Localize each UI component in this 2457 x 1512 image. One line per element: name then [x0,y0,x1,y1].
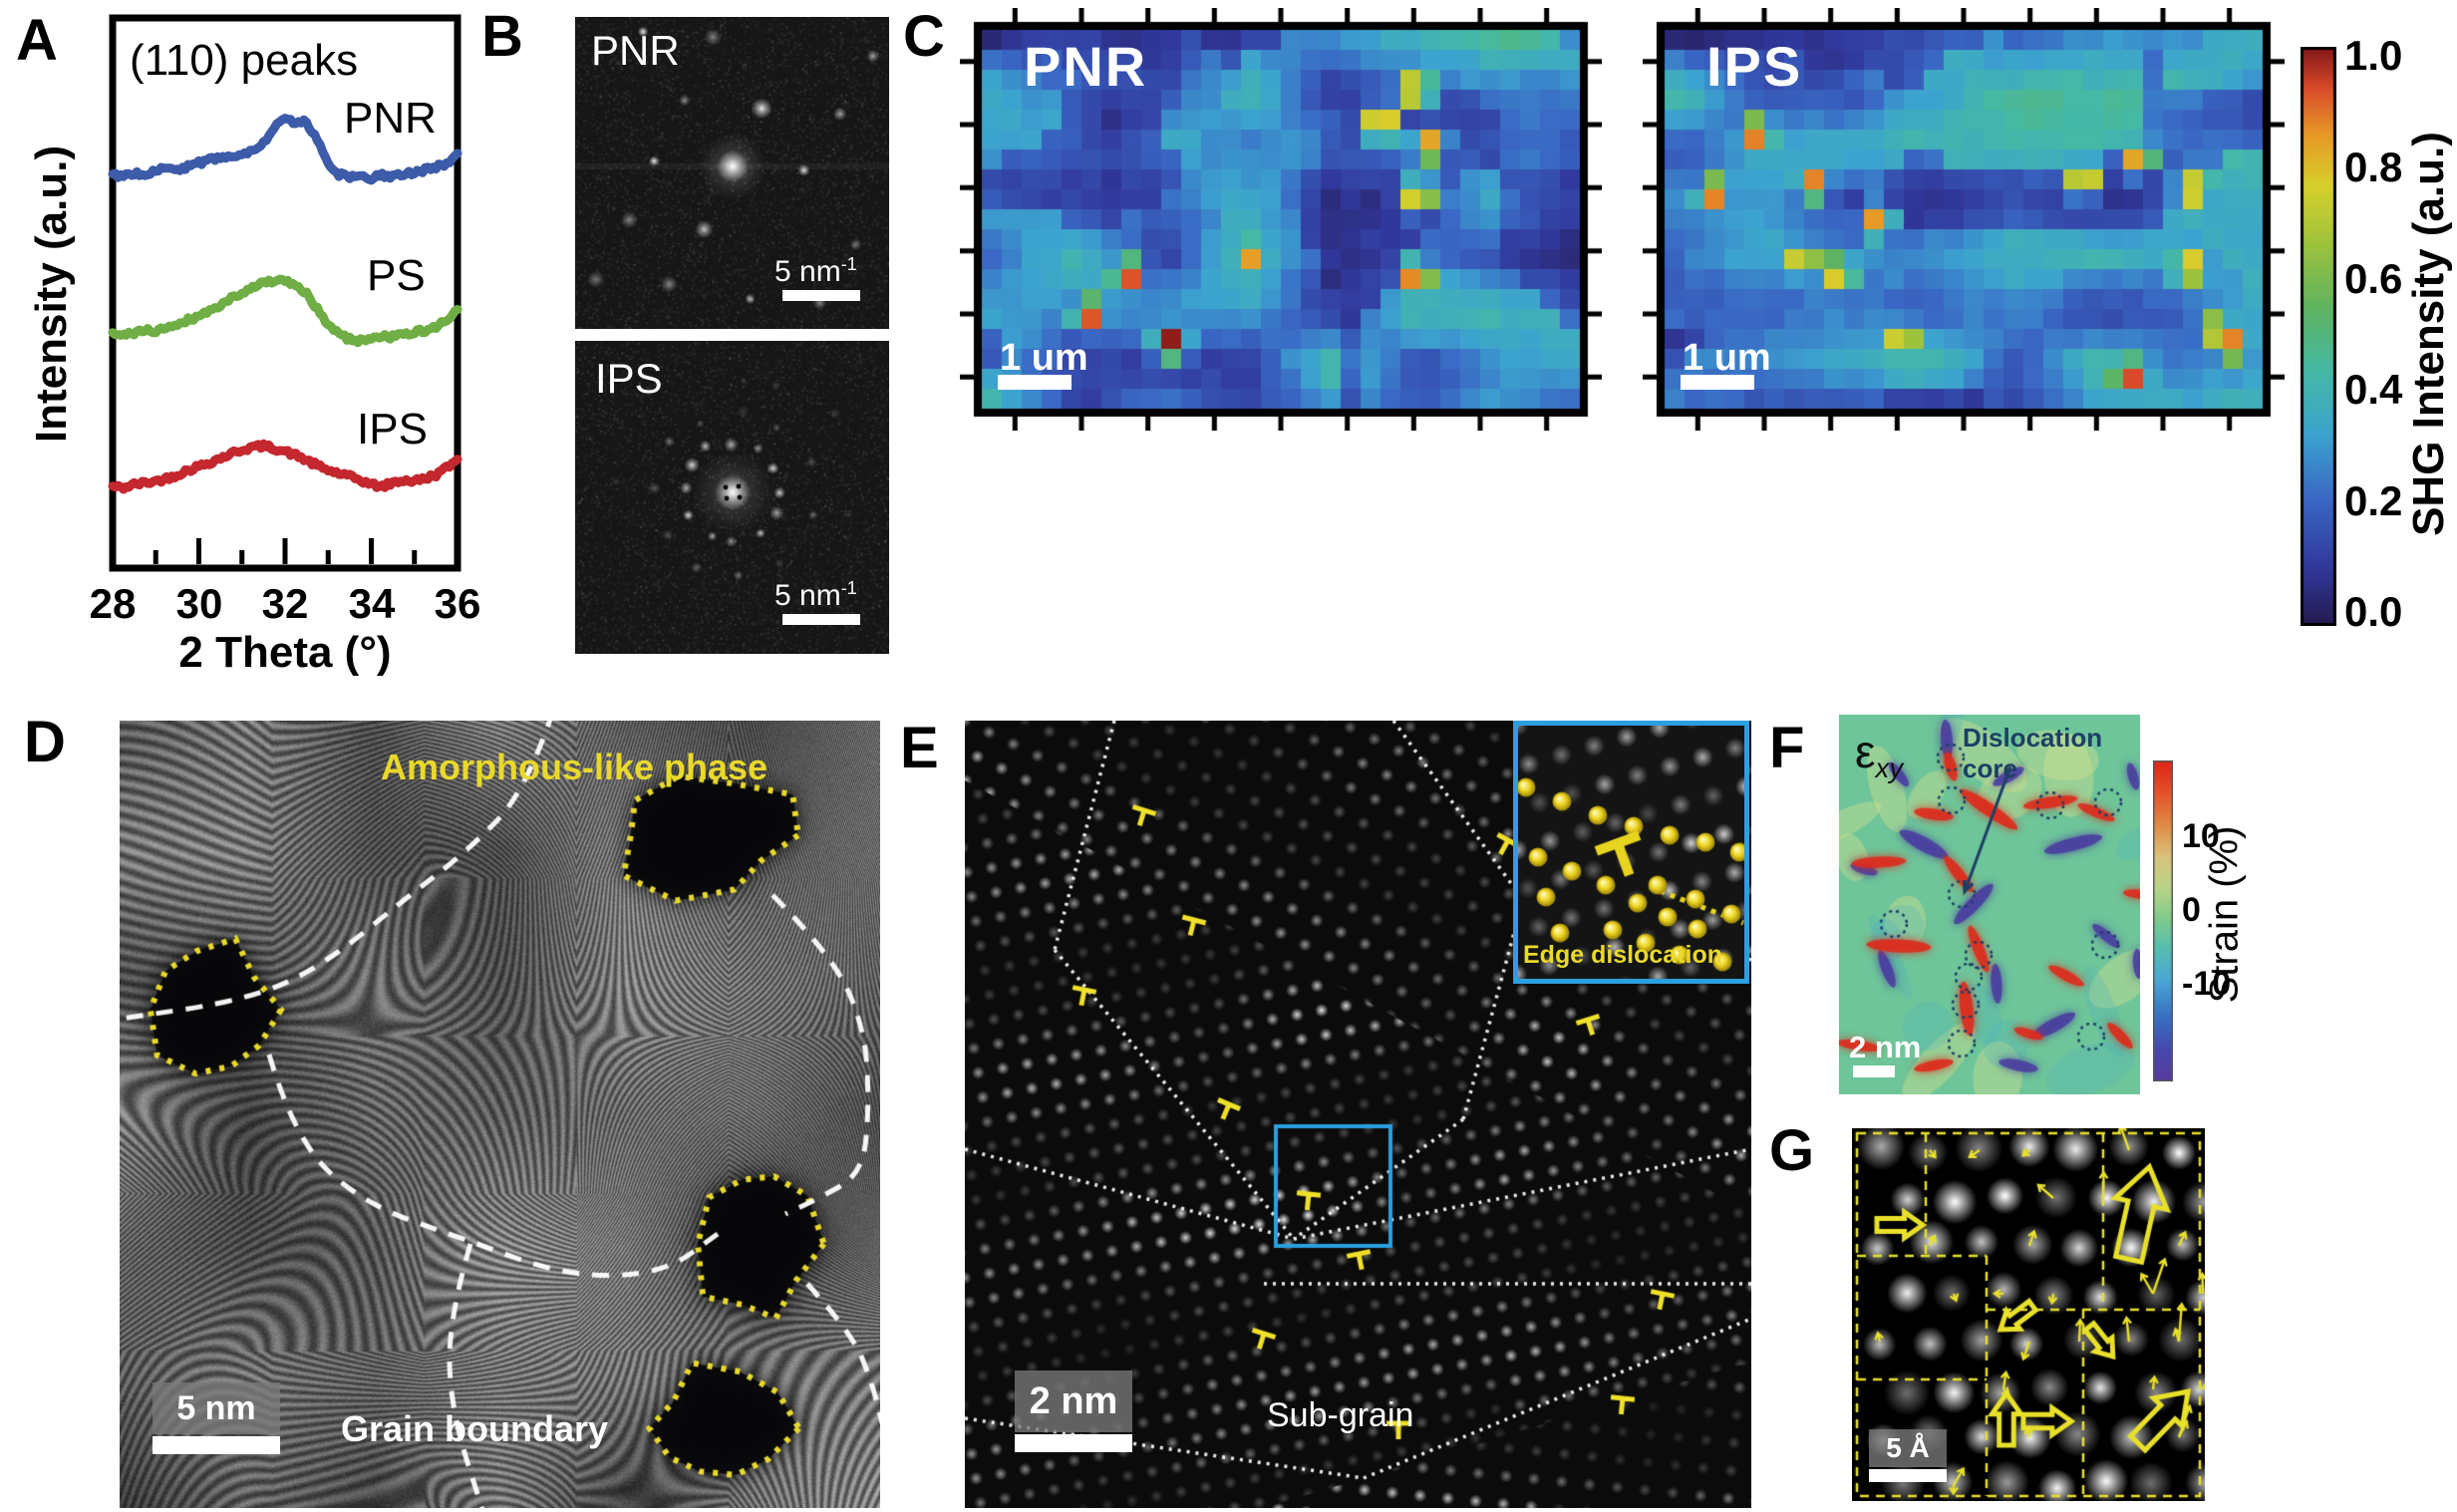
curve-label-ps: PS [367,251,426,300]
panel-a-letter: A [16,8,58,73]
pnr-diffraction-panel: PNR 5 nm-1 [575,17,889,329]
ips-scalebar-sup: -1 [840,578,857,598]
shg-map-ips-image [1643,8,2285,431]
x-tick-28: 28 [89,580,137,627]
shg-map-pnr: PNR 1 um [960,8,1602,431]
strain-colorbar-label: Strain (%) [2202,825,2247,1004]
polarization-map-panel: 5 Å [1852,1128,2205,1501]
shg-map-ips-label: IPS [1706,35,1803,98]
hrtem-subgrain-panel: Edge dislocation Sub-grain 2 nm [965,721,1751,1508]
panel-c-letter: C [903,4,945,69]
chart-title: (110) peaks [130,36,359,85]
shg-pnr-scalebar [998,375,1072,390]
hrtem-scalebar [1015,1434,1132,1452]
shg-ips-scalebar [1681,375,1754,390]
x-tick-34: 34 [348,580,396,627]
shg-map-ips: IPS 1 um [1643,8,2285,431]
shg-cb-tick-04: 0.4 [2344,366,2403,413]
shg-cb-tick-08: 0.8 [2344,144,2403,190]
shg-ips-scalebar-text: 1 um [1683,337,1771,379]
pol-scalebar-patch: 5 Å [1869,1429,1947,1467]
shg-cb-tick-06: 0.6 [2344,255,2403,302]
shg-cb-tick-10: 1.0 [2344,32,2403,79]
shg-cb-tick-00: 0.0 [2344,588,2403,635]
ips-diffraction-image [575,341,889,654]
panel-e-letter: E [900,716,939,780]
pnr-diffraction-image [575,17,889,329]
hrtem-scalebar-text: 2 nm [1029,1379,1118,1422]
grain-boundary-label: Grain boundary [341,1408,609,1449]
tem-scalebar-patch: 5 nm [153,1382,280,1434]
panel-b-letter: B [481,4,523,69]
strain-colorbar-group: 10 0 -10 Strain (%) [2148,715,2457,1113]
panel-f-letter: F [1769,716,1805,780]
strain-cb-tick-n10: -10 [2182,965,2232,1003]
edge-dislocation-inset: Edge dislocation [1513,721,1749,984]
strain-component-label: εxy [1855,725,1903,784]
ips-scalebar-value: 5 nm [774,579,841,612]
tem-scalebar-text: 5 nm [176,1388,256,1427]
tem-grain-image [120,721,880,1508]
ips-scalebar-text: 5 nm-1 [774,578,857,613]
shg-cb-tick-02: 0.2 [2344,477,2403,524]
y-axis-label: Intensity (a.u.) [27,145,76,444]
dislocation-core-label: Dislocation core [1963,723,2103,783]
x-tick-36: 36 [434,580,481,627]
pnr-diffraction-label: PNR [591,27,680,74]
ips-diffraction-label: IPS [595,355,663,402]
pnr-scalebar-text: 5 nm-1 [774,254,857,289]
strain-scalebar [1853,1065,1895,1077]
panel-d-letter: D [24,710,66,774]
shg-colorbar-group: 1.0 0.8 0.6 0.4 0.2 0.0 SHG Intensity (a… [2293,20,2457,648]
tem-grain-panel: Amorphous-like phase Grain boundary 5 nm [120,721,880,1508]
shg-map-pnr-image [960,8,1602,431]
strain-map-image [1839,715,2140,1094]
ips-scalebar [782,614,860,625]
strain-cb-tick-10: 10 [2182,817,2220,855]
edge-dislocation-inset-image [1518,726,1744,979]
panel-g-letter: G [1769,1118,1815,1183]
hrtem-scalebar-patch: 2 nm [1015,1370,1132,1432]
xrd-chart [108,14,462,572]
pnr-scalebar-value: 5 nm [774,255,841,288]
epsilon-sub: xy [1875,753,1904,784]
ips-diffraction-panel: IPS 5 nm-1 [575,341,889,654]
curve-label-ips: IPS [357,405,428,454]
x-tick-30: 30 [175,580,223,627]
pnr-scalebar [782,290,860,301]
edge-dislocation-label: Edge dislocation [1523,941,1723,969]
epsilon-symbol: ε [1855,726,1876,777]
tem-scalebar [153,1436,280,1454]
subgrain-label: Sub-grain [1267,1396,1414,1434]
x-axis-label: 2 Theta (°) [178,628,392,677]
pnr-scalebar-sup: -1 [840,254,857,274]
pol-scalebar-text: 5 Å [1886,1432,1930,1463]
shg-colorbar-label: SHG Intensity (a.u.) [2404,132,2453,536]
shg-colorbar [2301,47,2336,626]
shg-pnr-scalebar-text: 1 um [1000,337,1088,379]
amorphous-phase-label: Amorphous-like phase [381,747,768,787]
strain-scalebar-text: 2 nm [1849,1030,1922,1064]
strain-map-panel: εxy Dislocation core 2 nm [1839,715,2140,1094]
pol-scalebar [1869,1469,1947,1482]
shg-map-pnr-label: PNR [1024,35,1148,98]
curve-label-pnr: PNR [344,94,437,143]
strain-cb-tick-0: 0 [2182,891,2201,929]
x-tick-32: 32 [261,580,309,627]
strain-colorbar [2153,760,2173,1081]
